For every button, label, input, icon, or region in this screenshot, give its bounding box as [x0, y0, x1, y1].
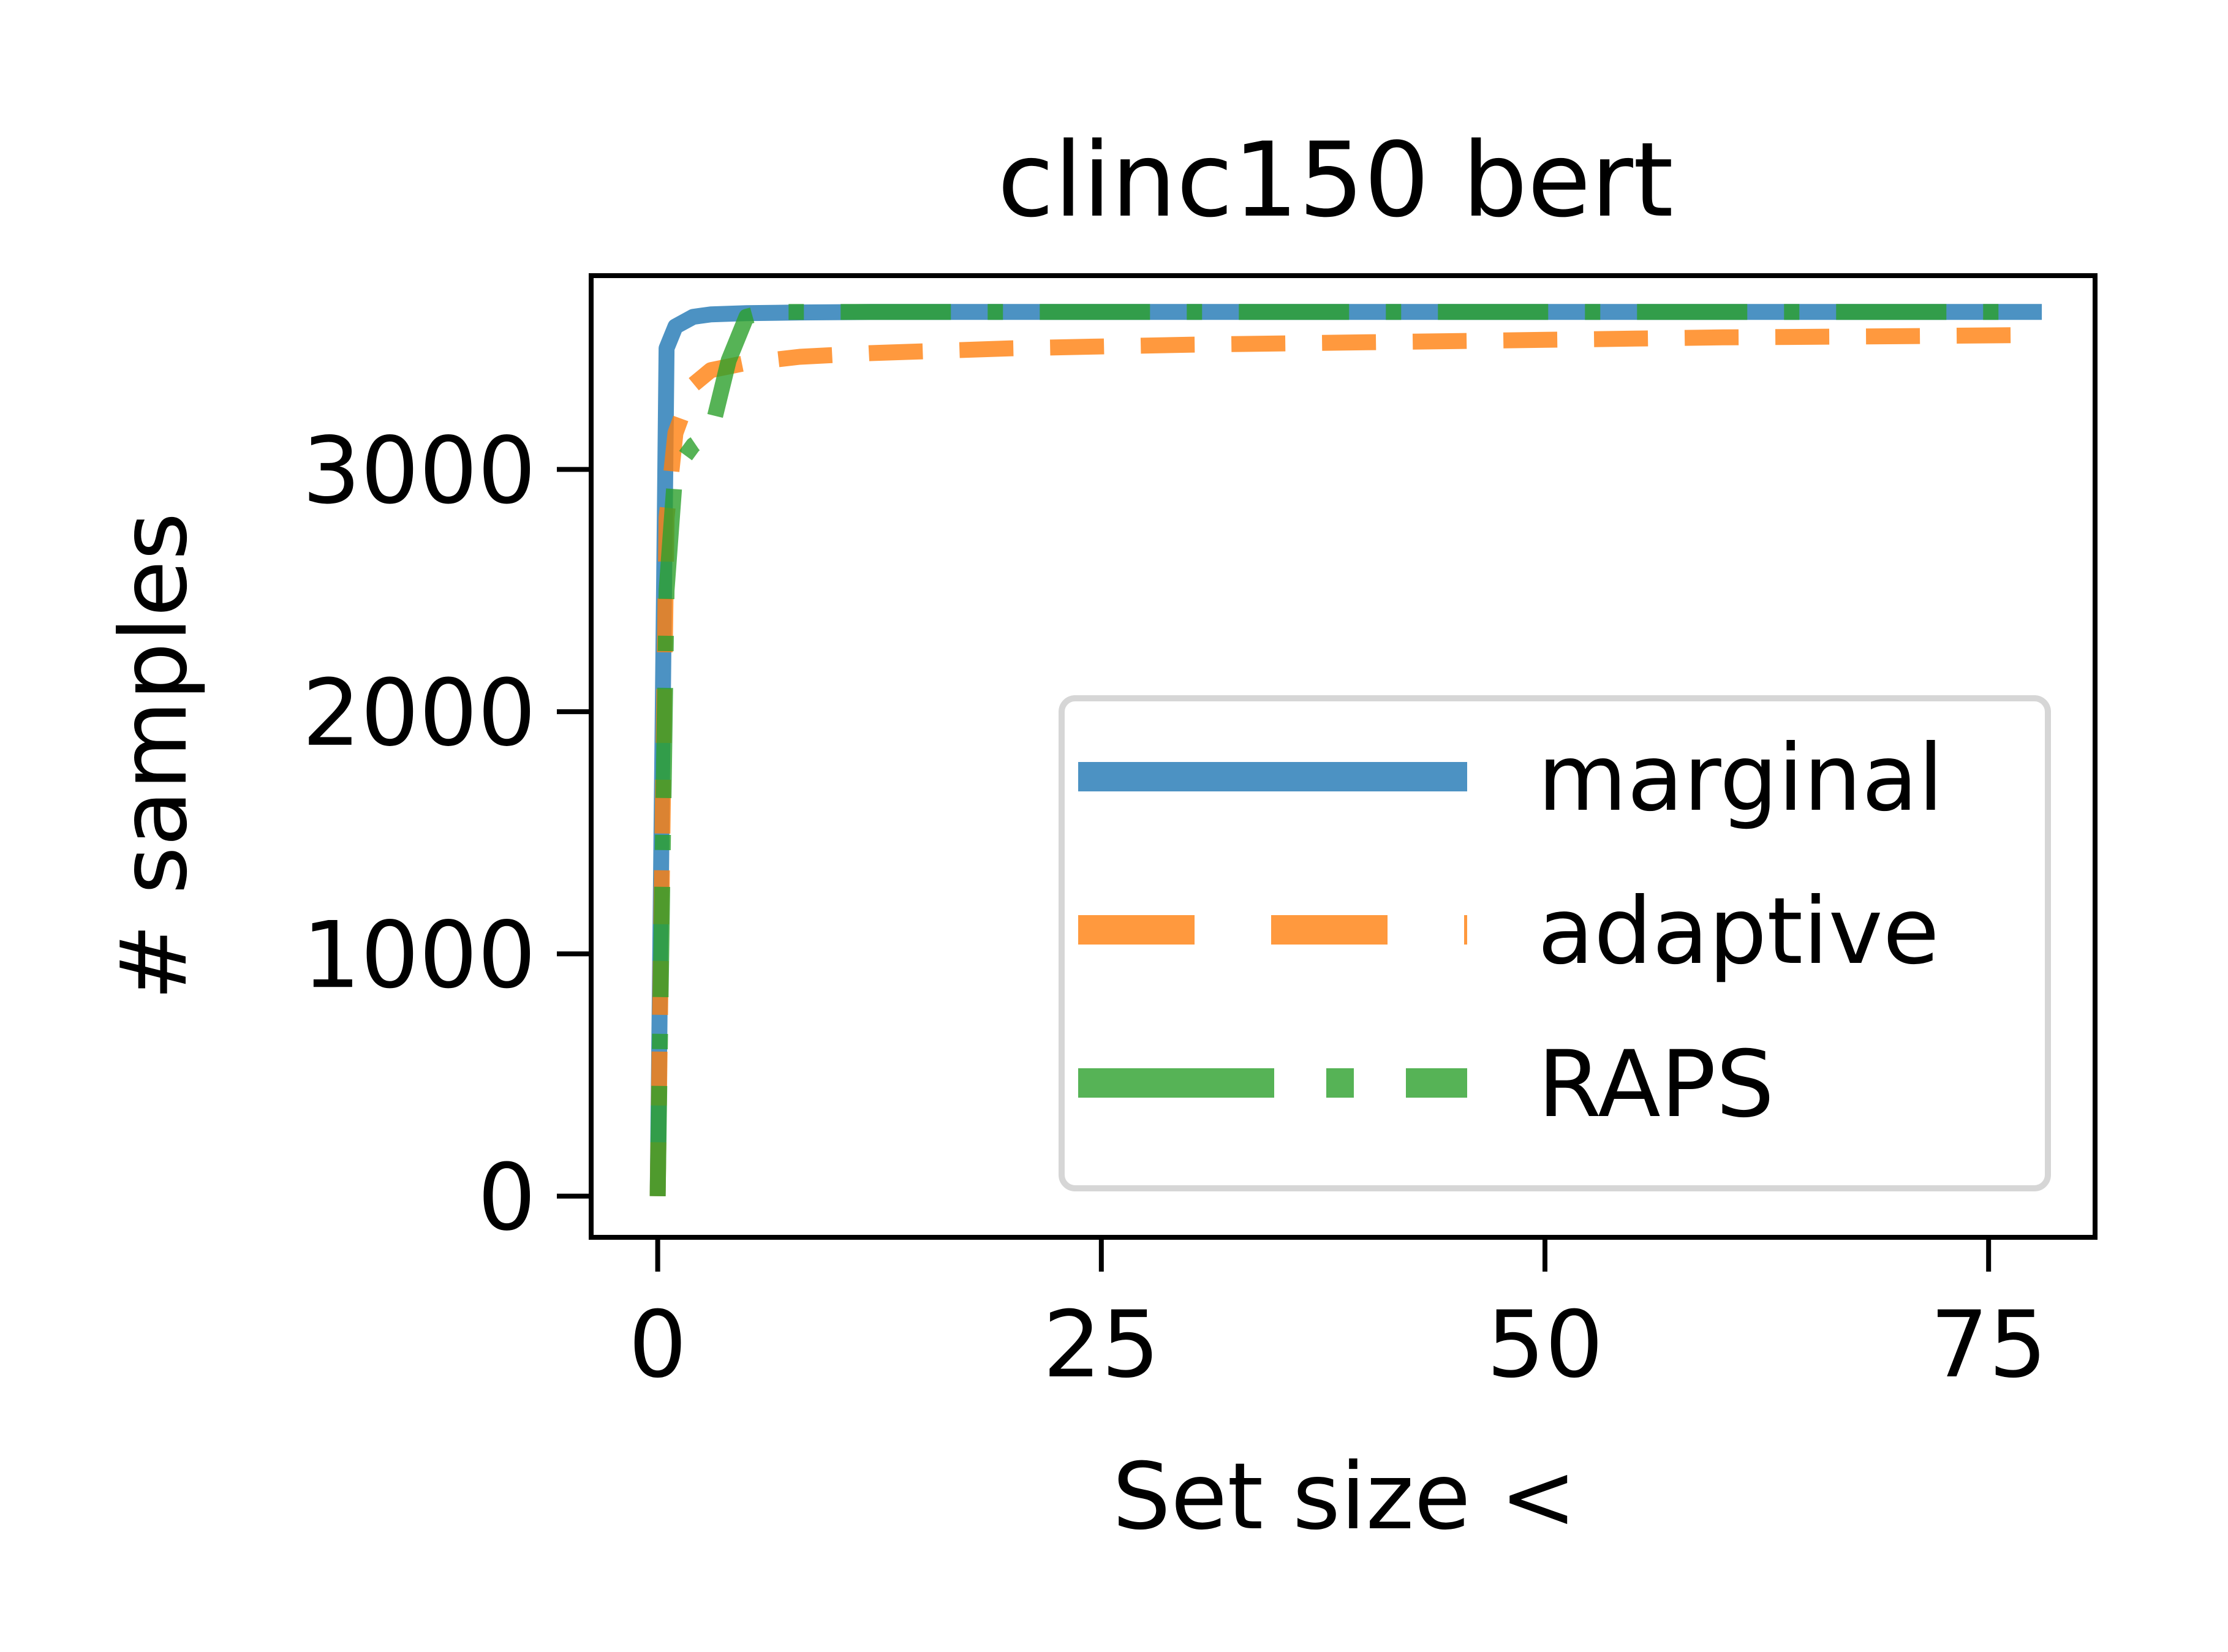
series-layer: [649, 304, 2042, 1196]
x-axis-label: Set size <: [1112, 1444, 1577, 1550]
x-tick-label: 25: [1043, 1292, 1160, 1398]
legend-label-raps: RAPS: [1538, 1032, 1774, 1138]
legend-label-adaptive: adaptive: [1538, 878, 1939, 985]
series-line-adaptive: [649, 326, 2033, 1196]
legend: marginal adaptive RAPS: [1059, 695, 2051, 1191]
y-axis-ticks: 0 1000 2000 3000: [302, 418, 591, 1251]
y-tick-label: 2000: [302, 660, 536, 767]
x-tick-label: 0: [629, 1292, 687, 1398]
x-tick-label: 75: [1930, 1292, 2047, 1398]
chart-title: clinc150 bert: [997, 120, 1674, 240]
x-tick-label: 50: [1487, 1292, 1604, 1398]
plot-frame: [589, 273, 2098, 1240]
x-axis-ticks: 0 25 50 75: [629, 1237, 2047, 1398]
y-axis-label: # samples: [101, 513, 208, 1001]
y-tick-label: 0: [478, 1145, 536, 1251]
legend-frame: [1059, 695, 2051, 1191]
legend-entries: marginal adaptive RAPS: [1078, 725, 1944, 1138]
series-line-raps: [649, 304, 2007, 1196]
y-tick-label: 1000: [302, 902, 536, 1009]
legend-label-marginal: marginal: [1538, 725, 1944, 832]
y-tick-label: 3000: [302, 418, 536, 524]
